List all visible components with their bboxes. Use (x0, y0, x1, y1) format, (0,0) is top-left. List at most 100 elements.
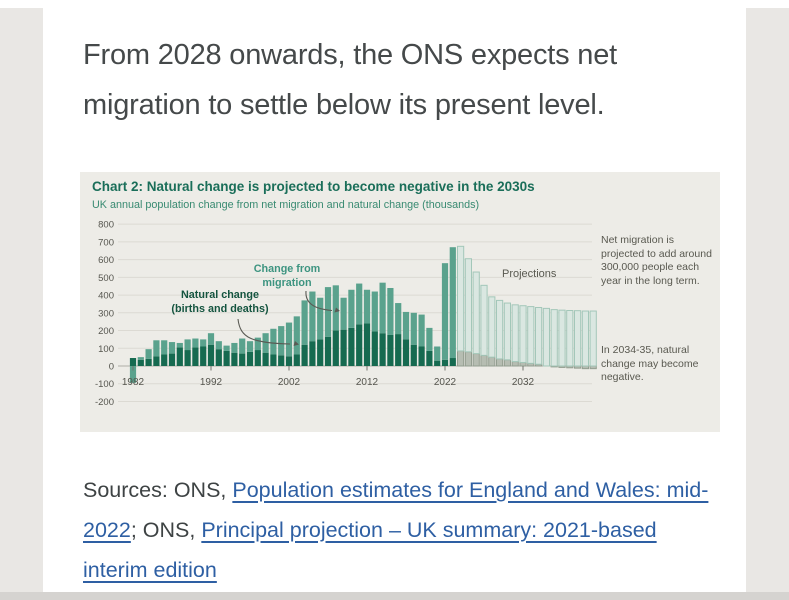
source-link-principal-projection[interactable]: Principal projection – UK summary: 2021-… (83, 517, 657, 582)
bar-net-migration-2004 (301, 300, 308, 345)
bar-natural-change-2031 (511, 361, 519, 367)
bar-net-migration-2023 (449, 247, 456, 359)
bar-natural-change-2032 (519, 361, 527, 367)
bar-net-migration-2027 (480, 284, 488, 356)
bar-natural-change-2018 (410, 344, 417, 366)
bar-natural-change-2003 (293, 354, 300, 366)
bar-net-migration-2035 (542, 307, 550, 367)
bar-net-migration-2008 (332, 285, 339, 331)
top-band (0, 0, 789, 8)
bar-natural-change-2010 (348, 327, 355, 366)
y-axis-tick-label: 100 (98, 344, 114, 355)
bar-natural-change-2017 (402, 339, 410, 366)
x-axis-tick-label: 1992 (200, 377, 223, 388)
sources-prefix: Sources: ONS, (83, 477, 233, 502)
y-axis-tick-label: 500 (98, 273, 114, 284)
bar-net-migration-1983 (137, 357, 144, 360)
bar-natural-change-2006 (317, 339, 324, 366)
bar-natural-change-1982 (129, 358, 137, 366)
bar-net-migration-1998 (254, 337, 261, 351)
bar-natural-change-1986 (161, 354, 168, 366)
bar-natural-change-2019 (418, 346, 425, 366)
bar-net-migration-2032 (519, 305, 527, 363)
bar-natural-change-2024 (457, 350, 465, 367)
bar-natural-change-2012 (363, 323, 371, 366)
y-axis-tick-label: -200 (95, 397, 114, 408)
bar-natural-change-2009 (340, 329, 347, 366)
y-axis-tick-label: -100 (95, 379, 114, 390)
bar-natural-change-1988 (176, 347, 183, 366)
bar-net-migration-1988 (176, 342, 183, 348)
bar-natural-change-1993 (215, 349, 222, 366)
bar-net-migration-1987 (168, 342, 176, 354)
bar-natural-change-2015 (387, 334, 394, 366)
chart-figure: 800 700 600 500 400 300 200 100 0 -100 -200 1982 199… (80, 172, 720, 432)
bar-natural-change-1997 (246, 351, 254, 366)
bar-net-migration-2016 (395, 303, 402, 335)
y-axis-tick-label: 0 (109, 362, 114, 373)
bar-natural-change-2013 (371, 331, 378, 366)
x-axis-tick-label: 2022 (434, 377, 457, 388)
bar-net-migration-2000 (270, 328, 277, 355)
y-axis-tick-label: 200 (98, 326, 114, 337)
bar-net-migration-2029 (496, 299, 504, 360)
bar-net-migration-2037 (558, 309, 566, 367)
bar-natural-change-1999 (262, 352, 269, 366)
y-axis-tick-label: 800 (98, 220, 114, 231)
bar-natural-change-2016 (395, 334, 402, 366)
bar-natural-change-2007 (324, 336, 332, 366)
bar-net-migration-2022 (441, 263, 449, 360)
bar-natural-change-2028 (488, 356, 496, 367)
bar-natural-change-1984 (145, 358, 152, 366)
article-content: From 2028 onwards, the ONS expects net m… (43, 8, 746, 592)
bar-natural-change-1987 (168, 353, 176, 366)
x-axis-tick-label: 2032 (512, 377, 535, 388)
bar-net-migration-2007 (324, 287, 332, 337)
bar-natural-change-1985 (153, 356, 160, 366)
natural-change-series-label: Natural change (181, 289, 259, 301)
bar-natural-change-1983 (137, 359, 144, 366)
natural-label-arrowhead (293, 341, 299, 346)
migration-series-label: Change from (254, 263, 321, 275)
bar-net-migration-2026 (472, 271, 480, 355)
bar-natural-change-1995 (231, 352, 238, 366)
bar-net-migration-2025 (464, 258, 472, 353)
bar-net-migration-1992 (207, 333, 215, 345)
bar-natural-change-2023 (449, 358, 456, 366)
sources-paragraph: Sources: ONS, Population estimates for E… (83, 470, 719, 590)
bar-net-migration-1997 (246, 341, 254, 352)
bottom-divider (0, 592, 789, 600)
natural-change-series-label: (births and deaths) (171, 303, 269, 315)
bar-natural-change-2014 (379, 333, 386, 366)
bar-natural-change-1998 (254, 350, 261, 366)
bar-natural-change-2020 (426, 350, 433, 366)
bar-net-migration-2028 (488, 296, 496, 358)
bar-natural-change-2001 (278, 355, 285, 366)
bar-net-migration-2005 (309, 291, 316, 342)
chart-note-natural-change: In 2034-35, natural change may become ne… (601, 344, 699, 383)
bar-natural-change-1991 (200, 346, 207, 366)
y-axis-tick-label: 600 (98, 255, 114, 266)
bar-natural-change-2026 (472, 353, 480, 367)
bar-net-migration-2002 (285, 322, 293, 357)
bar-net-migration-2039 (574, 310, 582, 367)
bar-net-migration-2030 (503, 302, 511, 361)
bar-net-migration-2036 (550, 309, 558, 367)
bar-net-migration-2017 (402, 311, 410, 340)
source-link-population-estimates[interactable]: Population estimates for England and Wal… (83, 477, 709, 542)
x-axis-tick-label: 1982 (122, 377, 145, 388)
bar-net-migration-2001 (278, 326, 285, 356)
bar-net-migration-2012 (363, 289, 371, 324)
bar-net-migration-2006 (317, 297, 324, 340)
bar-net-migration-2003 (293, 316, 300, 355)
bar-natural-change-2002 (285, 356, 293, 366)
projections-label: Projections (502, 268, 557, 280)
bar-net-migration-2021 (434, 346, 441, 361)
bar-net-migration-2009 (340, 297, 347, 330)
bar-natural-change-2030 (503, 359, 511, 367)
bar-natural-change-2027 (480, 354, 488, 367)
bar-net-migration-2034 (535, 306, 543, 365)
bar-net-migration-2040 (581, 310, 589, 367)
x-axis-tick-label: 2012 (356, 377, 379, 388)
bar-net-migration-2010 (348, 289, 355, 328)
